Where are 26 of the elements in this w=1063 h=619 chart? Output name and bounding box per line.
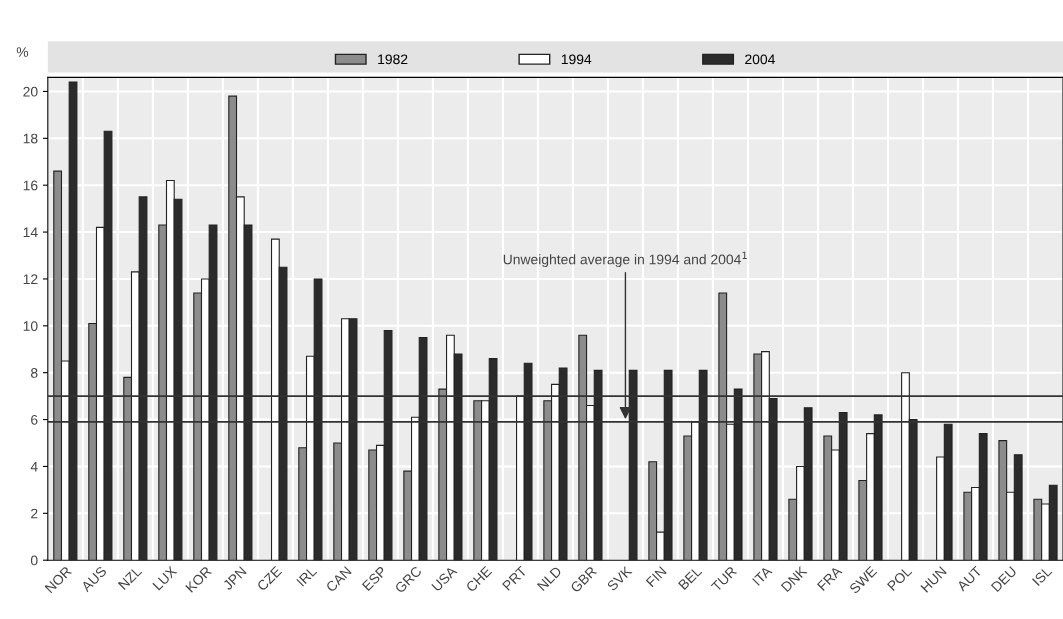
y-tick-label: 18 xyxy=(23,133,38,144)
x-tick-label: FRA xyxy=(816,565,843,592)
x-tick-label: TUR xyxy=(710,565,738,593)
y-tick-label: 20 xyxy=(23,86,38,97)
x-tick-label: USA xyxy=(431,565,458,592)
x-tick-label: BEL xyxy=(678,565,703,590)
y-tick-label: 2 xyxy=(31,508,38,519)
y-axis-title: % xyxy=(16,47,29,57)
x-tick-label: IRL xyxy=(296,565,318,587)
x-tick-label: ITA xyxy=(752,565,773,586)
annotation: Unweighted average in 1994 and 2004$^{1}$ xyxy=(503,251,747,268)
y-tick-label: 10 xyxy=(23,321,38,331)
legend-label: 1994 xyxy=(561,54,592,65)
y-tick-label: 0 xyxy=(30,555,38,566)
y-tick-label: 16 xyxy=(23,180,38,191)
y-tick-label: 12 xyxy=(23,274,38,284)
legend-label: 2004 xyxy=(745,54,775,65)
x-tick-label: FIN xyxy=(645,566,667,588)
y-tick-label: 8 xyxy=(30,368,38,378)
y-tick-label: 6 xyxy=(31,414,38,425)
y-tick-label: 4 xyxy=(30,461,38,472)
x-tick-label: ISL xyxy=(1031,565,1053,587)
x-tick-label: POL xyxy=(886,565,913,592)
legend-label: 1982 xyxy=(378,54,408,65)
x-tick-label: NZL xyxy=(117,565,143,590)
y-tick-label: 14 xyxy=(23,227,38,238)
